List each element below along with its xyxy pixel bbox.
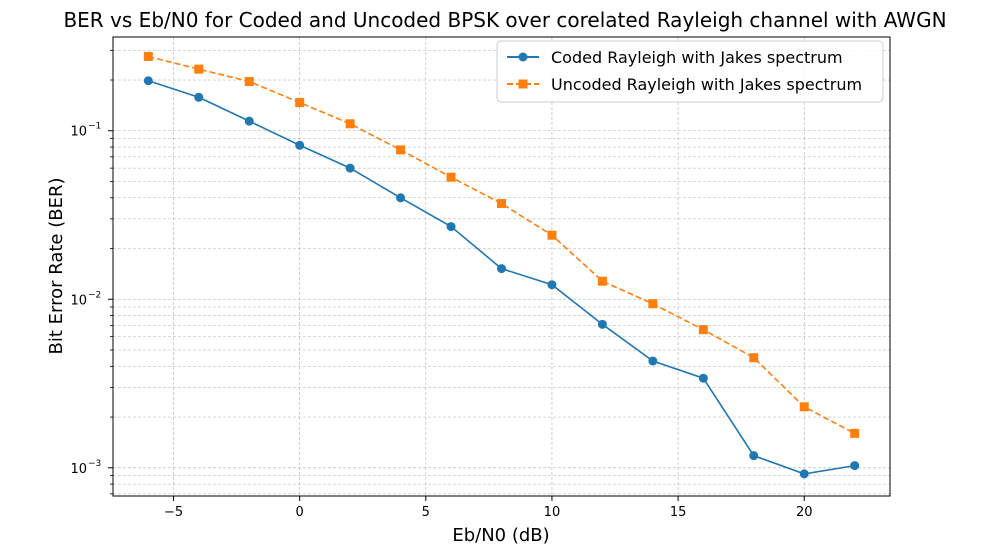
data-point-coded [749, 451, 759, 461]
legend-marker-coded [518, 52, 528, 62]
data-point-uncoded [698, 325, 708, 335]
chart-title: BER vs Eb/N0 for Coded and Uncoded BPSK … [63, 8, 946, 32]
y-tick-label: 10 [70, 293, 87, 308]
data-point-coded [244, 116, 254, 126]
data-point-uncoded [345, 119, 355, 129]
legend-box [496, 40, 884, 103]
y-tick-base: 10 [70, 293, 87, 308]
legend-label-coded: Coded Rayleigh with Jakes spectrum [551, 48, 843, 67]
data-point-coded [547, 280, 557, 290]
data-point-coded [497, 264, 506, 274]
x-tick-label: 10 [544, 505, 561, 520]
legend-label-uncoded: Uncoded Rayleigh with Jakes spectrum [551, 75, 862, 94]
legend-marker-uncoded [518, 79, 528, 89]
data-point-coded [143, 76, 153, 86]
data-point-uncoded [446, 172, 456, 182]
y-tick-label: 10 [70, 462, 87, 477]
data-point-uncoded [295, 98, 305, 108]
data-point-coded [850, 461, 860, 471]
x-tick-label: 5 [422, 505, 430, 520]
series-layer [143, 51, 860, 479]
data-point-uncoded [143, 51, 153, 61]
legend: Coded Rayleigh with Jakes spectrum Uncod… [496, 40, 884, 103]
data-point-uncoded [749, 353, 759, 363]
data-point-uncoded [547, 230, 557, 240]
x-axis-label: Eb/N0 (dB) [452, 525, 549, 546]
data-point-coded [194, 92, 204, 102]
y-tick-label: 10 [70, 125, 87, 140]
data-point-coded [446, 222, 456, 232]
data-point-coded [799, 469, 809, 479]
grid-lines [113, 37, 890, 496]
data-point-uncoded [396, 145, 406, 155]
y-tick-base: 10 [70, 125, 87, 140]
data-point-uncoded [799, 402, 809, 412]
y-axis-label: Bit Error Rate (BER) [46, 178, 67, 355]
x-tick-label: 20 [796, 505, 813, 520]
y-tick-exponent: −3 [88, 459, 101, 469]
x-tick-label: 0 [296, 505, 304, 520]
data-point-coded [345, 163, 355, 173]
data-point-uncoded [648, 299, 658, 309]
x-tick-label: 15 [670, 505, 687, 520]
data-point-uncoded [194, 64, 204, 74]
data-point-uncoded [597, 276, 607, 286]
y-tick-exponent: −1 [88, 122, 101, 132]
data-point-uncoded [850, 428, 860, 438]
y-tick-base: 10 [70, 462, 87, 477]
data-point-coded [295, 140, 305, 150]
data-point-uncoded [497, 199, 506, 209]
y-tick-exponent: −2 [88, 290, 101, 300]
data-point-coded [396, 193, 406, 203]
y-axis-ticks: 10−110−210−3 [70, 49, 113, 495]
plot-frame [112, 36, 891, 497]
data-point-coded [698, 373, 708, 383]
series-line-uncoded [148, 55, 856, 435]
data-point-coded [648, 356, 658, 366]
data-point-uncoded [244, 76, 254, 86]
data-point-coded [597, 319, 607, 329]
x-axis-ticks: −5 0 5 10 15 20 [164, 496, 813, 520]
x-tick-label: −5 [164, 505, 183, 520]
